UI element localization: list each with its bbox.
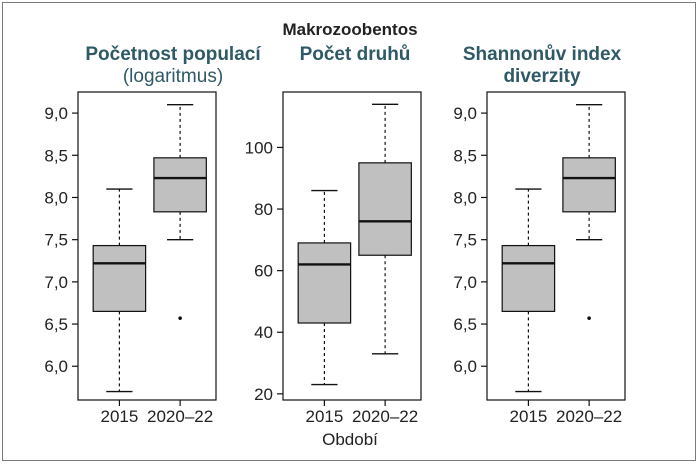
y-tick-label: 6,5 bbox=[44, 315, 68, 334]
y-tick-label: 9,0 bbox=[44, 104, 68, 123]
y-tick-label: 7,5 bbox=[44, 231, 68, 250]
y-tick-label: 7,5 bbox=[453, 231, 477, 250]
y-tick-label: 8,0 bbox=[44, 188, 68, 207]
y-tick-label: 8,5 bbox=[44, 146, 68, 165]
box-iqr bbox=[153, 157, 207, 213]
y-tick-label: 7,0 bbox=[453, 273, 477, 292]
panel-3-title: Shannonův index bbox=[462, 44, 622, 65]
box-iqr bbox=[92, 244, 147, 312]
y-tick-label: 9,0 bbox=[453, 104, 477, 123]
figure-frame bbox=[2, 2, 696, 461]
plot-area-2 bbox=[282, 91, 422, 401]
y-tick-label: 80 bbox=[254, 200, 273, 219]
x-tick-label: 2015 bbox=[509, 407, 547, 426]
outlier-point bbox=[587, 316, 591, 320]
panel-1-title: Početnost populací bbox=[85, 44, 261, 65]
x-tick-label: 2020–22 bbox=[556, 407, 622, 426]
panel-3-subtitle: diverzity bbox=[503, 66, 581, 87]
panel-1-subtitle: (logaritmus) bbox=[122, 66, 224, 87]
y-tick-label: 6,5 bbox=[453, 315, 477, 334]
y-tick-label: 100 bbox=[245, 138, 273, 157]
box-iqr bbox=[358, 162, 412, 256]
y-tick-label: 40 bbox=[254, 323, 273, 342]
figure-title: Makrozoobentos bbox=[282, 20, 418, 39]
box-iqr bbox=[297, 242, 352, 324]
y-tick-label: 7,0 bbox=[44, 273, 68, 292]
plot-area-1 bbox=[77, 91, 217, 401]
x-tick-label: 2020–22 bbox=[352, 407, 418, 426]
panel-2-title: Počet druhů bbox=[299, 44, 411, 65]
y-tick-label: 60 bbox=[254, 262, 273, 281]
outlier-point bbox=[178, 316, 182, 320]
x-tick-label: 2020–22 bbox=[147, 407, 213, 426]
plot-area-3 bbox=[486, 91, 626, 401]
y-tick-label: 8,0 bbox=[453, 188, 477, 207]
x-tick-label: 2015 bbox=[100, 407, 138, 426]
y-tick-label: 8,5 bbox=[453, 146, 477, 165]
y-tick-label: 6,0 bbox=[44, 357, 68, 376]
x-tick-label: 2015 bbox=[305, 407, 343, 426]
x-axis-title: Období bbox=[322, 430, 378, 449]
box-iqr bbox=[501, 244, 556, 312]
y-tick-label: 6,0 bbox=[453, 357, 477, 376]
y-tick-label: 20 bbox=[254, 385, 273, 404]
box-iqr bbox=[562, 157, 616, 213]
